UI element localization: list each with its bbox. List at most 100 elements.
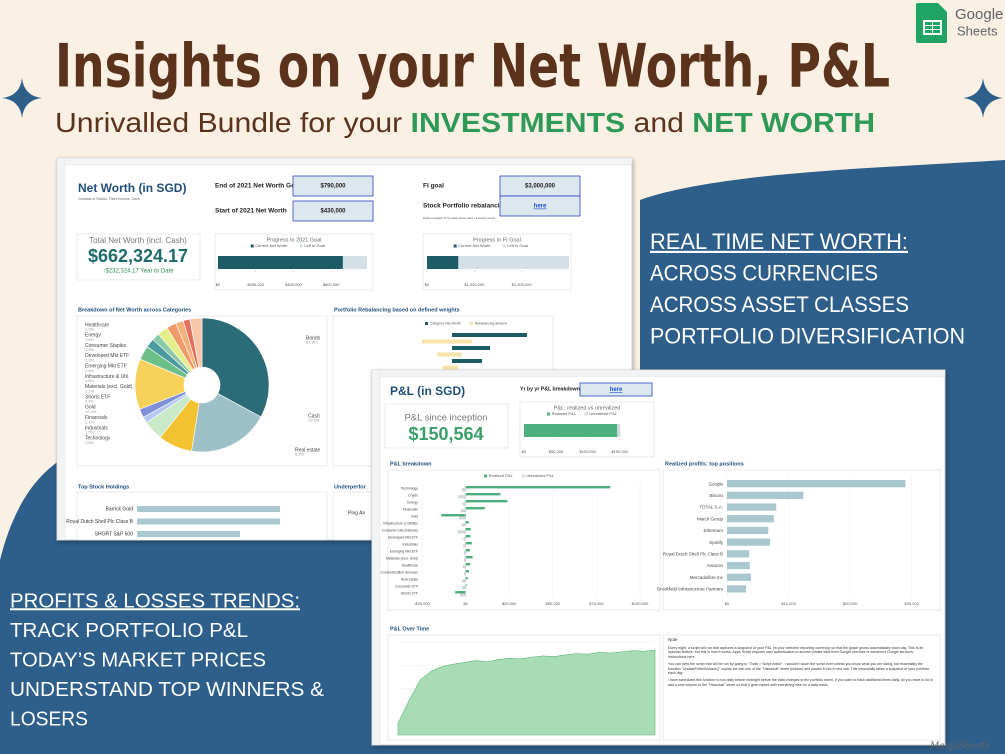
legend-entry: Current Net Worth bbox=[458, 243, 490, 248]
bar bbox=[465, 570, 469, 573]
legend-entry: Realized P&L bbox=[552, 411, 577, 416]
x-tick-label: $20,000 bbox=[843, 601, 858, 606]
y-tick-label: Spotify bbox=[709, 540, 724, 545]
logo-text: Google bbox=[955, 6, 1003, 23]
bar bbox=[461, 586, 466, 590]
field-label: FI goal bbox=[423, 183, 444, 190]
field-label: Stock Portfolio rebalancing: bbox=[423, 203, 510, 210]
kpi-value: $662,324.17 bbox=[88, 246, 188, 266]
y-tick-label: Consumer Discretionary bbox=[382, 528, 419, 532]
y-tick-label: Industrials bbox=[403, 542, 419, 546]
bar bbox=[461, 488, 466, 492]
chart-title: Breakdown of Net Worth across Categories bbox=[78, 307, 191, 313]
title: Insights on your Net Worth, P&L bbox=[55, 32, 890, 102]
callout-line: ACROSS ASSET CLASSES bbox=[650, 292, 909, 317]
legend-swatch bbox=[547, 412, 551, 416]
subtitle-part: INVESTMENTS bbox=[411, 107, 626, 138]
bar bbox=[458, 256, 569, 269]
area bbox=[397, 649, 656, 736]
pie-value-label: 19.6% bbox=[308, 418, 320, 423]
column-header bbox=[56, 157, 633, 166]
subtitle: Unrivalled Bundle for your INVESTMENTS a… bbox=[55, 107, 875, 138]
pie-value-label: 3.4% bbox=[85, 399, 95, 404]
chart-title: P&L: realized vs unrealized bbox=[554, 405, 621, 411]
sheet-title: Net Worth (in SGD) bbox=[78, 181, 186, 195]
bar bbox=[465, 535, 471, 538]
chart-title: P&L breakdown bbox=[390, 461, 432, 467]
pie-slice bbox=[191, 393, 262, 453]
underperformer-label: Ping An bbox=[348, 510, 365, 516]
bar bbox=[727, 526, 769, 535]
y-tick-label: Royal Dutch Shell Plc Class B bbox=[663, 551, 723, 556]
bar bbox=[465, 549, 470, 552]
kpi-card bbox=[76, 233, 201, 281]
row-header bbox=[56, 157, 66, 541]
rebalancing-bar bbox=[452, 346, 490, 350]
bar bbox=[727, 503, 777, 511]
callout-line: LOSERS bbox=[10, 708, 88, 730]
x-tick-label: $0 bbox=[522, 449, 527, 454]
pie-label: Cash bbox=[308, 413, 320, 419]
x-tick-label: $50,000 bbox=[549, 449, 564, 454]
rebalancing-bar bbox=[437, 352, 462, 357]
legend-entry: Category Net Worth bbox=[430, 321, 461, 325]
pie-value-label: 1.5% bbox=[85, 430, 95, 435]
holding-label: SHORT S&P 500 bbox=[95, 531, 134, 537]
note-paragraph: I have scheduled this function to run da… bbox=[668, 678, 933, 687]
x-tick-label: $400,000 bbox=[285, 282, 302, 287]
legend-swatch bbox=[484, 474, 488, 478]
bar bbox=[727, 538, 771, 546]
legend-swatch bbox=[453, 244, 457, 248]
bar bbox=[465, 521, 469, 524]
bar bbox=[465, 556, 473, 559]
bar bbox=[464, 572, 466, 576]
watermark: ManjaSheets bbox=[929, 742, 990, 752]
legend-entry: Rebalancing amount bbox=[475, 321, 507, 325]
pie-label: Real estate bbox=[295, 447, 321, 453]
y-tick-label: Materials (excl. Gold) bbox=[386, 556, 418, 560]
field-label: Start of 2021 Net Worth bbox=[215, 208, 287, 215]
x-tick-label: $1,000,000 bbox=[464, 282, 485, 287]
pie-label: Shorts ETF bbox=[85, 394, 110, 400]
link[interactable]: here bbox=[534, 204, 547, 210]
legend-swatch bbox=[250, 244, 254, 248]
pie-label: Industrials bbox=[85, 425, 108, 431]
bar bbox=[461, 509, 466, 513]
note-text: Every night, a script will run that capt… bbox=[668, 646, 933, 687]
note-panel bbox=[662, 634, 941, 741]
x-tick-label: $0 bbox=[463, 601, 468, 606]
pie-label: Emerging Mkt ETF bbox=[85, 364, 127, 370]
note-body: Every night, a script will run that capt… bbox=[668, 646, 933, 687]
pie-value-label: 8.2% bbox=[295, 452, 305, 457]
legend-entry: Left to Goal bbox=[507, 243, 528, 248]
x-tick-label: $200,000 bbox=[247, 282, 264, 287]
pie-value-label: 2.1% bbox=[85, 419, 95, 424]
link[interactable]: here bbox=[610, 387, 623, 393]
x-tick-label: $75,000 bbox=[589, 601, 604, 606]
chart-title: Top Stock Holdings bbox=[78, 484, 129, 490]
bar bbox=[459, 516, 466, 520]
sheets-icon bbox=[916, 3, 947, 43]
subtitle-part: NET WORTH bbox=[692, 107, 875, 138]
y-tick-label: Communication Services bbox=[381, 570, 419, 574]
pie-value-label: 2.9% bbox=[85, 327, 95, 332]
pie-value-label: 12.2% bbox=[85, 409, 97, 414]
bar bbox=[462, 579, 466, 583]
y-tick-label: Healthcare bbox=[402, 563, 419, 567]
callout-heading: REAL TIME NET WORTH: bbox=[650, 229, 908, 254]
bar bbox=[342, 256, 367, 269]
y-tick-label: Amazon bbox=[706, 563, 723, 568]
bar bbox=[617, 424, 621, 437]
pie-slice bbox=[189, 317, 203, 368]
legend-entry: Realized P&L bbox=[489, 473, 514, 478]
row-header bbox=[371, 369, 381, 746]
bar bbox=[727, 550, 750, 558]
chart-title: Realized profits: top positions bbox=[665, 461, 744, 467]
pie-value-label: 1.9% bbox=[85, 347, 95, 352]
bar bbox=[465, 563, 471, 566]
bar bbox=[218, 256, 343, 269]
callout-line: TRACK PORTFOLIO P&L bbox=[10, 620, 248, 642]
y-tick-label: Technology bbox=[401, 486, 418, 490]
subtitle-part: and bbox=[625, 107, 692, 138]
